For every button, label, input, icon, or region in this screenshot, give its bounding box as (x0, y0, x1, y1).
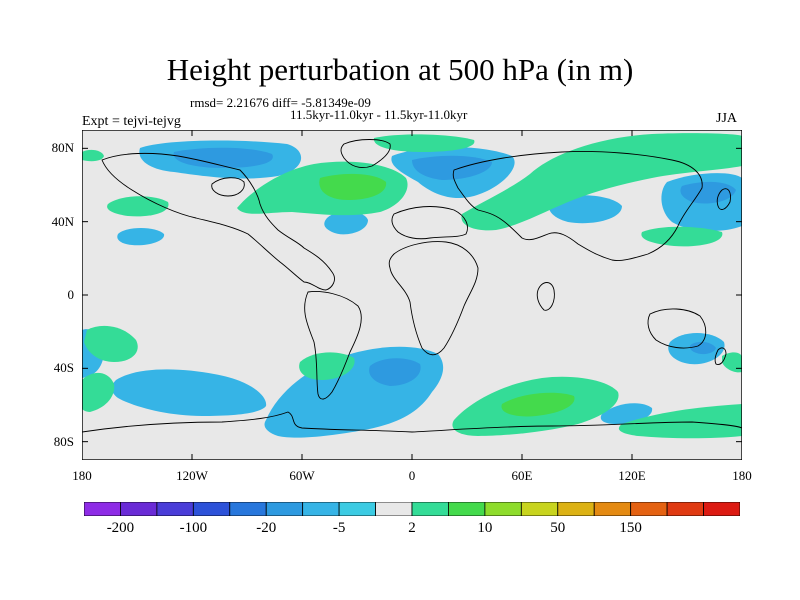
colorbar (84, 502, 740, 516)
lon-tick-label: 180 (732, 468, 752, 483)
contour-region-negative (680, 181, 736, 204)
contour-region-positive (84, 325, 138, 362)
contour-region-negative (369, 358, 421, 386)
contour-region-positive (501, 392, 575, 417)
colorbar-swatch (156, 502, 194, 516)
contour-region-negative (412, 155, 492, 180)
experiment-label: Expt = tejvi-tejvg (82, 114, 181, 129)
axis-tick-marks (82, 130, 742, 460)
colorbar-swatch (338, 502, 376, 516)
contour-region-positive (319, 173, 387, 200)
colorbar-swatch (448, 502, 486, 516)
lat-tick-label: 0 (67, 287, 75, 302)
height-perturbation-map (82, 130, 742, 460)
contour-region-positive (107, 196, 169, 217)
colorbar-swatch (484, 502, 522, 516)
colorbar-swatch (520, 502, 559, 516)
lat-tick-label: 40S (53, 360, 74, 376)
contour-region-positive (299, 352, 355, 380)
colorbar-swatch (192, 502, 231, 516)
contour-region-negative (111, 369, 267, 416)
lon-tick-label: 60W (289, 468, 315, 483)
colorbar-swatch (120, 502, 158, 516)
colorbar-label: -20 (256, 520, 277, 536)
coastlines (82, 139, 742, 433)
colorbar-label: -200 (106, 520, 135, 536)
colorbar-swatch (703, 502, 740, 516)
contour-region-positive (82, 149, 104, 162)
period-subtitle: 11.5kyr-11.0kyr - 11.5kyr-11.0kyr (290, 107, 468, 122)
contour-region-negative (173, 147, 273, 168)
lat-tick-label: 40N (51, 213, 74, 229)
colorbar-swatch (375, 502, 413, 516)
rmsd-diff-label: rmsd= 2.21676 diff= -5.81349e-09 (190, 95, 371, 110)
colorbar-label: -100 (179, 520, 208, 536)
contour-region-positive (461, 133, 742, 231)
lon-tick-label: 120W (176, 468, 208, 483)
lat-tick-label: 80N (51, 140, 74, 156)
colorbar-swatch (593, 502, 632, 516)
contour-region-positive (618, 404, 742, 439)
lon-tick-label: 60E (511, 468, 533, 483)
contour-region-positive (373, 134, 475, 152)
contour-region-negative (117, 228, 165, 246)
contour-region-positive (82, 372, 115, 412)
contour-region-positive (722, 352, 742, 373)
lon-tick-label: 0 (408, 468, 416, 483)
colorbar-label: 2 (408, 520, 416, 536)
contour-fields (82, 133, 742, 439)
colorbar-swatch (411, 502, 449, 516)
plot-title: Height perturbation at 500 hPa (in m) (166, 52, 634, 87)
colorbar-label: -5 (332, 520, 346, 536)
contour-region-negative (324, 211, 368, 235)
colorbar-label: 50 (550, 520, 566, 536)
colorbar-swatch (630, 502, 668, 516)
colorbar-swatch (557, 502, 595, 516)
colorbar-swatch (229, 502, 267, 516)
contour-region-positive (641, 226, 723, 247)
lon-tick-label: 120E (618, 468, 646, 483)
colorbar-swatch (84, 502, 121, 516)
colorbar-swatch (265, 502, 304, 516)
colorbar-label: 150 (619, 520, 642, 536)
season-label: JJA (716, 111, 738, 126)
colorbar-label: 10 (477, 520, 493, 536)
colorbar-swatch (666, 502, 704, 516)
contour-region-negative (689, 341, 716, 355)
lon-tick-label: 180 (72, 468, 92, 483)
lat-tick-label: 80S (53, 433, 74, 449)
colorbar-swatch (302, 502, 340, 516)
